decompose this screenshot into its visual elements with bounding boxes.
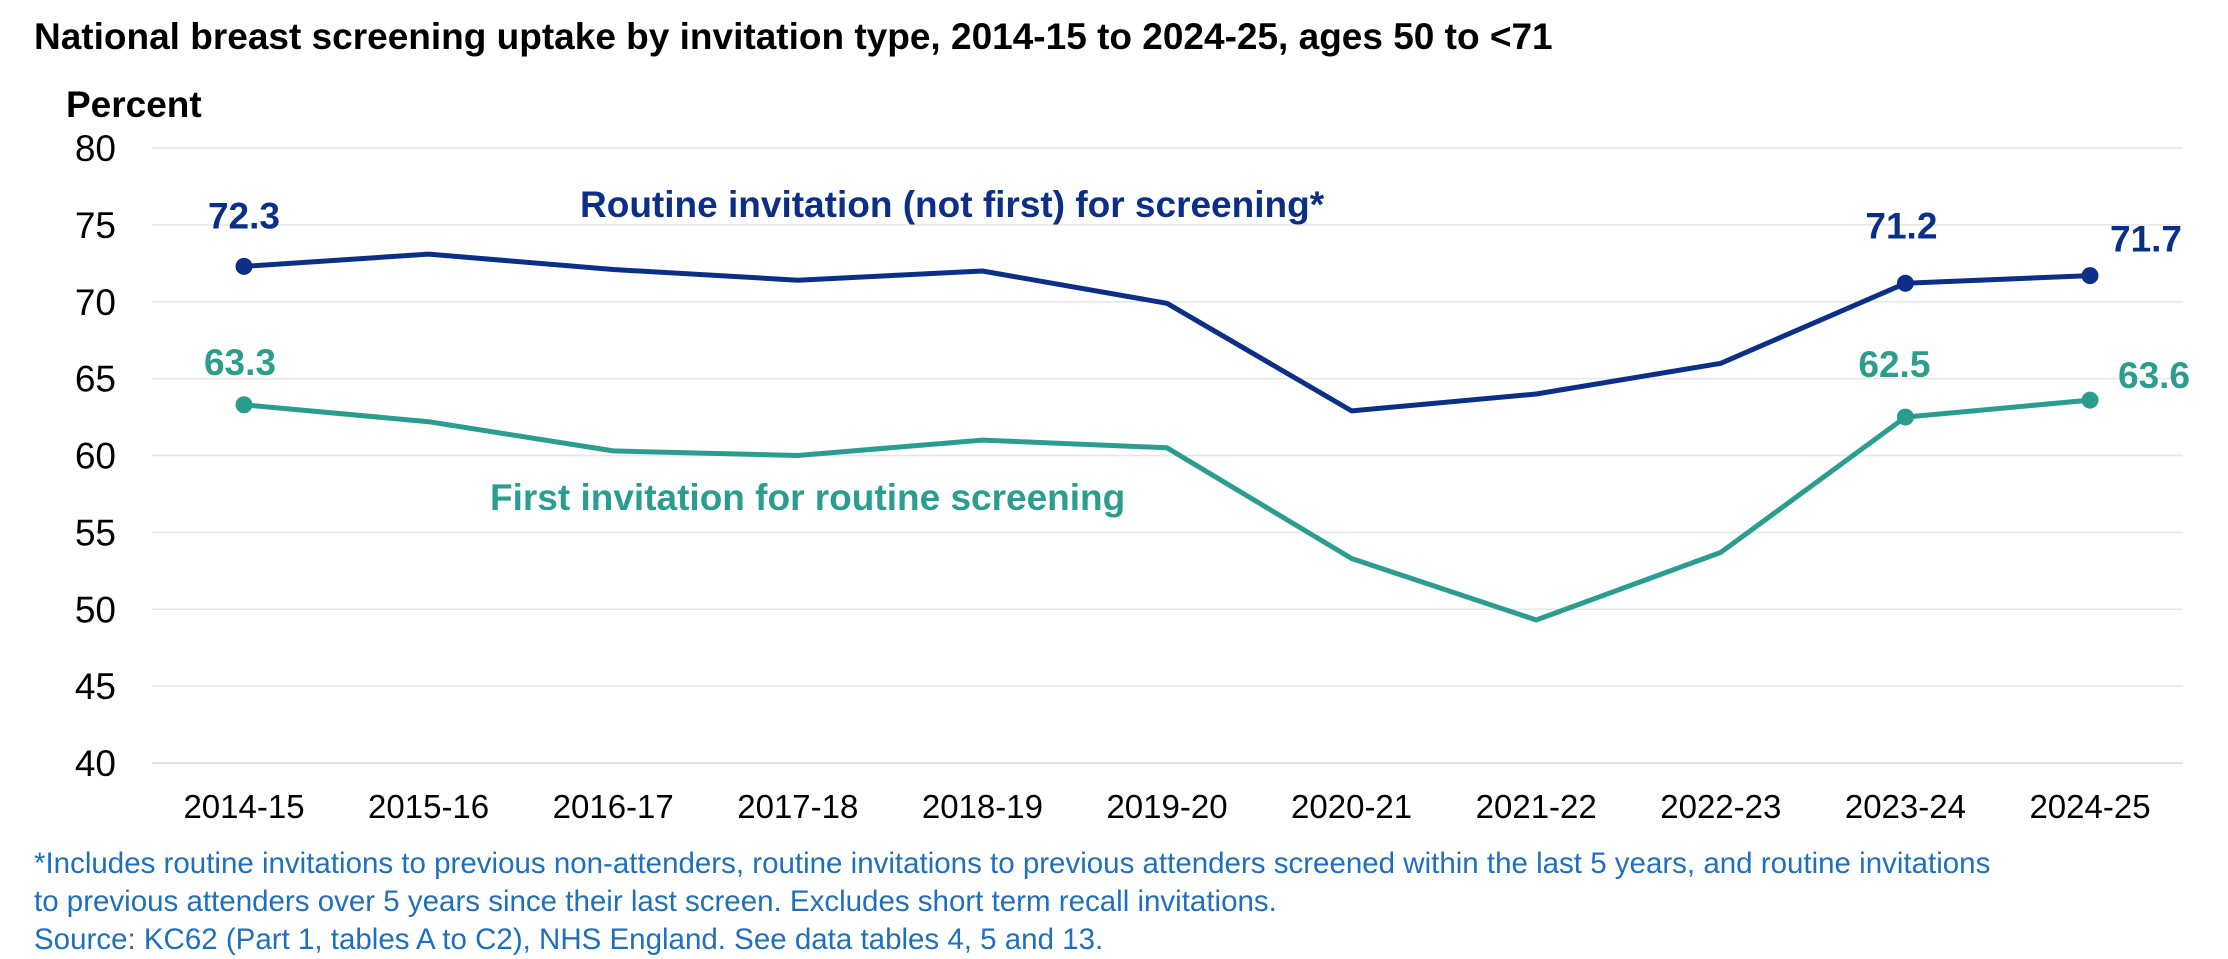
y-tick-label: 65: [75, 359, 116, 400]
data-point-marker: [1896, 274, 1914, 292]
y-axis-title: Percent: [66, 84, 202, 125]
x-tick-label: 2020-21: [1291, 788, 1412, 825]
footnotes: *Includes routine invitations to previou…: [34, 845, 2204, 959]
series-line: [241, 251, 2093, 414]
data-label: 62.5: [1858, 344, 1930, 385]
y-tick-label: 50: [75, 589, 116, 630]
x-tick-label: 2018-19: [922, 788, 1043, 825]
y-tick-label: 45: [75, 666, 116, 707]
gridlines: [152, 147, 2183, 764]
x-tick-label: 2021-22: [1476, 788, 1597, 825]
y-tick-label: 55: [75, 512, 116, 553]
series-line: [241, 397, 2093, 623]
chart-title: National breast screening uptake by invi…: [34, 16, 1553, 57]
x-tick-label: 2023-24: [1845, 788, 1966, 825]
data-point-marker: [2081, 267, 2099, 285]
y-tick-label: 40: [75, 743, 116, 784]
data-label: 71.7: [2110, 219, 2182, 260]
footnote-line-1: *Includes routine invitations to previou…: [34, 847, 1991, 880]
data-point-marker: [2081, 391, 2099, 409]
x-tick-label: 2014-15: [183, 788, 304, 825]
footnote-line-2: to previous attenders over 5 years since…: [34, 885, 1277, 918]
data-labels: 72.3 71.2 71.7 Routine invitation (not firs…: [204, 184, 2190, 518]
x-tick-label: 2019-20: [1106, 788, 1227, 825]
data-label: 63.3: [204, 342, 276, 383]
data-point-marker: [1896, 408, 1914, 426]
data-label: 71.2: [1865, 205, 1937, 246]
x-tick-label: 2024-25: [2029, 788, 2150, 825]
series-name-label: Routine invitation (not first) for scree…: [580, 184, 1325, 225]
y-tick-label: 75: [75, 205, 116, 246]
data-point-marker: [235, 257, 253, 275]
x-tick-label: 2016-17: [553, 788, 674, 825]
x-axis-ticks: 2014-15 2015-16 2016-17 2017-18 2018-19 2019-…: [183, 788, 2150, 825]
data-point-marker: [235, 396, 253, 414]
y-axis-ticks: 40 45 50 55 60 65 70 75 80: [75, 128, 116, 784]
source-note: Source: KC62 (Part 1, tables A to C2), N…: [34, 923, 1104, 956]
y-tick-label: 60: [75, 436, 116, 477]
data-label: 72.3: [208, 195, 280, 236]
x-tick-label: 2015-16: [368, 788, 489, 825]
x-tick-label: 2017-18: [737, 788, 858, 825]
series-name-label: First invitation for routine screening: [490, 477, 1125, 518]
y-tick-label: 70: [75, 282, 116, 323]
x-tick-label: 2022-23: [1660, 788, 1781, 825]
series-layer: [235, 251, 2099, 623]
data-label: 63.6: [2118, 355, 2190, 396]
y-tick-label: 80: [75, 128, 116, 169]
